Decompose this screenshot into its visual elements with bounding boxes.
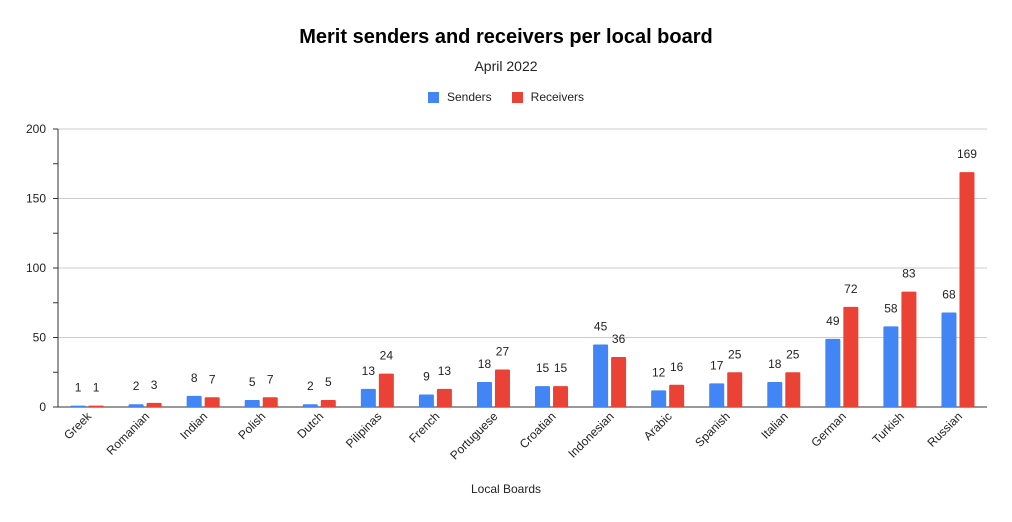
x-tick-label: Polish xyxy=(235,409,268,442)
bar-receivers xyxy=(843,307,858,407)
data-label: 12 xyxy=(652,365,666,379)
data-label: 7 xyxy=(209,372,216,386)
x-tick-label: Indonesian xyxy=(565,409,616,460)
data-label: 45 xyxy=(594,319,608,333)
data-label: 13 xyxy=(438,364,452,378)
x-tick-label: Indian xyxy=(177,409,210,442)
data-label: 169 xyxy=(957,147,977,161)
x-tick-label: Portuguese xyxy=(447,409,501,463)
x-tick-label: Pilipinas xyxy=(343,409,385,451)
x-tick-label: French xyxy=(406,409,442,445)
x-tick-label: Arabic xyxy=(641,409,675,443)
data-label: 1 xyxy=(75,381,82,395)
data-label: 13 xyxy=(362,364,376,378)
bar-receivers xyxy=(611,357,626,407)
bar-receivers xyxy=(263,397,278,407)
data-label: 9 xyxy=(423,369,430,383)
data-label: 18 xyxy=(478,357,492,371)
bar-senders xyxy=(477,382,492,407)
data-label: 83 xyxy=(902,267,916,281)
bar-senders xyxy=(187,396,202,407)
bar-receivers xyxy=(901,292,916,407)
bar-senders xyxy=(651,390,666,407)
data-label: 7 xyxy=(267,372,274,386)
data-label: 18 xyxy=(768,357,782,371)
data-label: 16 xyxy=(670,360,684,374)
bar-receivers xyxy=(437,389,452,407)
bar-receivers xyxy=(959,172,974,407)
bar-senders xyxy=(883,326,898,407)
bar-receivers xyxy=(89,406,104,407)
data-label: 27 xyxy=(496,344,510,358)
x-tick-label: Dutch xyxy=(294,409,326,441)
bar-senders xyxy=(825,339,840,407)
data-label: 36 xyxy=(612,332,626,346)
x-tick-label: Greek xyxy=(61,409,95,443)
bar-senders xyxy=(303,404,318,407)
bar-receivers xyxy=(147,403,162,407)
data-label: 3 xyxy=(151,378,158,392)
bar-senders xyxy=(419,394,434,407)
data-label: 2 xyxy=(307,379,314,393)
bar-senders xyxy=(941,312,956,407)
bar-senders xyxy=(361,389,376,407)
data-label: 5 xyxy=(325,375,332,389)
bar-senders xyxy=(593,344,608,407)
y-tick-label: 200 xyxy=(26,122,46,136)
bar-receivers xyxy=(495,369,510,407)
data-label: 15 xyxy=(554,361,568,375)
bar-senders xyxy=(71,406,86,407)
bar-senders xyxy=(709,383,724,407)
data-label: 1 xyxy=(93,381,100,395)
x-tick-label: Russian xyxy=(925,409,966,450)
y-tick-label: 0 xyxy=(39,400,46,414)
data-label: 5 xyxy=(249,375,256,389)
y-tick-label: 50 xyxy=(33,331,47,345)
x-tick-label: Turkish xyxy=(870,409,907,446)
data-label: 17 xyxy=(710,358,724,372)
bar-receivers xyxy=(321,400,336,407)
data-label: 72 xyxy=(844,282,858,296)
y-tick-label: 150 xyxy=(26,192,46,206)
data-label: 58 xyxy=(884,301,898,315)
x-tick-label: German xyxy=(808,409,849,450)
x-axis-label: Local Boards xyxy=(0,482,1012,496)
data-label: 8 xyxy=(191,371,198,385)
bar-receivers xyxy=(379,374,394,407)
x-tick-label: Romanian xyxy=(104,409,153,458)
data-label: 68 xyxy=(942,287,956,301)
x-tick-label: Italian xyxy=(758,409,791,442)
x-tick-label: Croatian xyxy=(517,409,559,451)
data-label: 15 xyxy=(536,361,550,375)
bar-receivers xyxy=(205,397,220,407)
x-tick-label: Spanish xyxy=(692,409,733,450)
bar-receivers xyxy=(669,385,684,407)
bar-receivers xyxy=(553,386,568,407)
bar-senders xyxy=(245,400,260,407)
y-tick-label: 100 xyxy=(26,261,46,275)
bar-receivers xyxy=(785,372,800,407)
bar-senders xyxy=(535,386,550,407)
data-label: 25 xyxy=(728,347,742,361)
data-label: 25 xyxy=(786,347,800,361)
data-label: 49 xyxy=(826,314,840,328)
bar-receivers xyxy=(727,372,742,407)
data-label: 2 xyxy=(133,379,140,393)
data-label: 24 xyxy=(380,349,394,363)
bar-senders xyxy=(767,382,782,407)
bar-senders xyxy=(129,404,144,407)
